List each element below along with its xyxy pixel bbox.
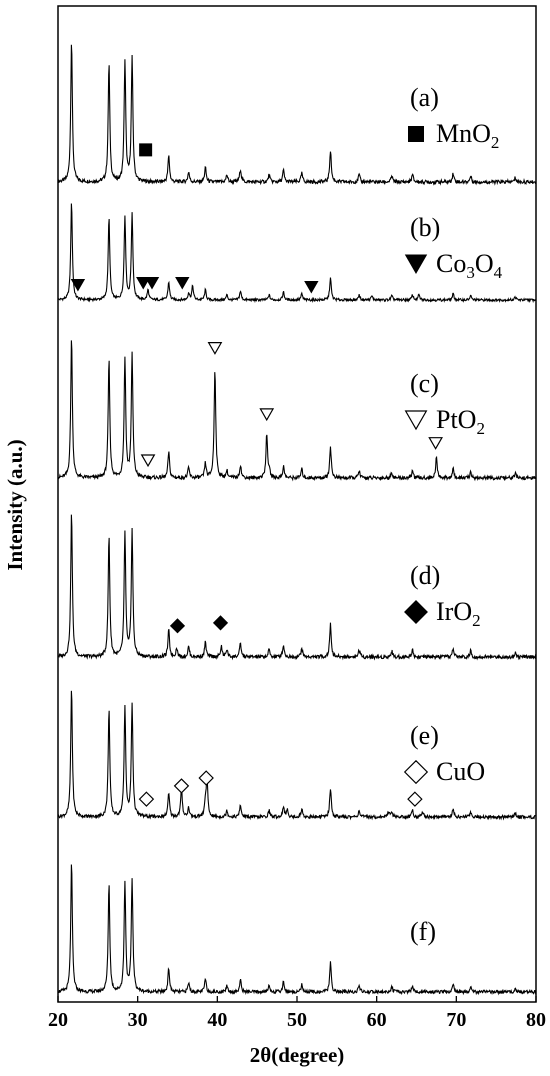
peak-marker-filled-down-triangle: [144, 277, 160, 290]
legend-sub: 2: [472, 611, 481, 630]
panel-e: (e) CuO: [57, 690, 537, 821]
plot-area: (a)MnO2(b)Co3O4(c)PtO2(d)IrO2(e)CuO(f): [57, 44, 537, 996]
series-line: [57, 514, 537, 661]
peak-marker-open-diamond: [138, 791, 155, 807]
y-axis-title: Intensity (a.u.): [3, 439, 27, 570]
legend-text2: O: [475, 249, 494, 278]
x-axis: 20 30 40 50 60 70 80: [48, 996, 546, 1031]
legend-text: IrO: [436, 597, 472, 626]
legend-open-diamond-icon: [403, 759, 429, 785]
legend-sub: 2: [476, 419, 485, 438]
x-axis-title: 2θ(degree): [250, 1043, 345, 1067]
legend-filled-square-icon: [408, 126, 424, 142]
legend-sub: 2: [491, 133, 500, 152]
x-tick-label: 70: [446, 1009, 466, 1031]
peak-marker-filled-down-triangle: [304, 281, 319, 294]
legend-sub: 3: [466, 263, 475, 282]
legend-sub2: 4: [494, 263, 503, 282]
peak-marker-filled-down-triangle: [175, 277, 190, 290]
legend-text: Co: [436, 249, 466, 278]
panel-c: (c) PtO2: [57, 340, 537, 482]
x-tick-label: 40: [207, 1009, 227, 1031]
legend-filled-diamond-icon: [404, 600, 428, 624]
peak-marker-open-down-triangle: [207, 342, 223, 355]
x-tick-label: 20: [48, 1009, 68, 1031]
x-tick-label: 30: [128, 1009, 148, 1031]
panel-label: (f): [410, 917, 436, 946]
panel-label: (c): [410, 369, 439, 398]
legend-text: MnO: [436, 119, 491, 148]
peak-marker-filled-diamond: [169, 618, 186, 634]
panel-f: (f): [57, 864, 537, 996]
legend-label: CuO: [436, 757, 485, 786]
panel-label: (b): [410, 213, 440, 242]
peak-marker-filled-square: [139, 143, 153, 157]
peak-marker-open-diamond: [407, 791, 423, 807]
peak-marker-filled-diamond: [212, 615, 229, 631]
x-tick-label: 80: [526, 1009, 546, 1031]
legend-label: IrO2: [436, 597, 481, 630]
peak-marker-filled-down-triangle: [136, 277, 151, 290]
panel-label: (d): [410, 561, 440, 590]
legend-label: Co3O4: [436, 249, 503, 282]
legend-open-down-triangle-icon: [404, 410, 428, 431]
series-line: [57, 690, 537, 821]
peak-marker-open-down-triangle: [140, 454, 156, 468]
series-line: [57, 203, 537, 304]
peak-marker-open-down-triangle: [428, 437, 443, 450]
panel-d: (d) IrO2: [57, 514, 537, 661]
panel-a: (a) MnO2: [57, 44, 537, 186]
panel-b: (b) Co3O4: [57, 203, 537, 304]
legend-filled-down-triangle-icon: [404, 254, 428, 275]
legend-text: CuO: [436, 757, 485, 786]
panel-label: (e): [410, 721, 439, 750]
series-line: [57, 44, 537, 186]
x-tick-label: 50: [287, 1009, 307, 1031]
legend-label: PtO2: [436, 405, 485, 438]
peak-marker-open-diamond: [198, 770, 214, 786]
series-line: [57, 340, 537, 482]
series-line: [57, 864, 537, 996]
x-tick-label: 60: [367, 1009, 387, 1031]
peak-marker-open-down-triangle: [259, 408, 275, 422]
legend-label: MnO2: [436, 119, 499, 152]
panel-label: (a): [410, 83, 439, 112]
peak-marker-open-diamond: [173, 778, 190, 794]
peak-marker-filled-down-triangle: [70, 279, 86, 292]
legend-text: PtO: [436, 405, 476, 434]
